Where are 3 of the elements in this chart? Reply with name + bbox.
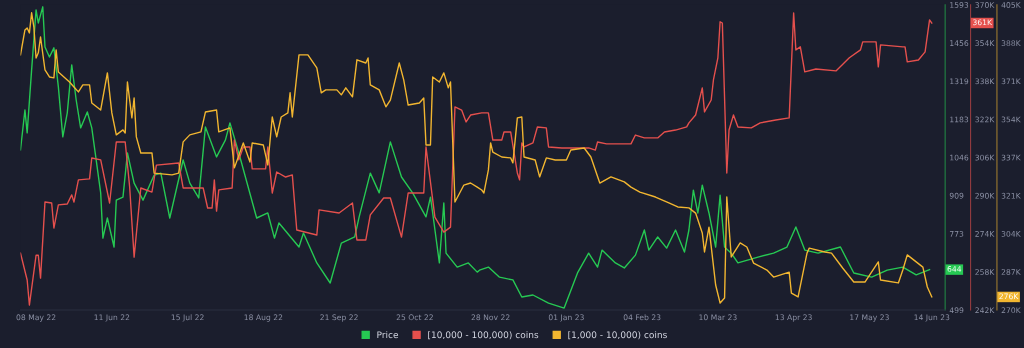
legend-label: [1,000 - 10,000) coins [568,331,667,340]
legend-label: Price [377,331,399,339]
legend-label: [10,000 - 100,000) coins [428,331,539,340]
